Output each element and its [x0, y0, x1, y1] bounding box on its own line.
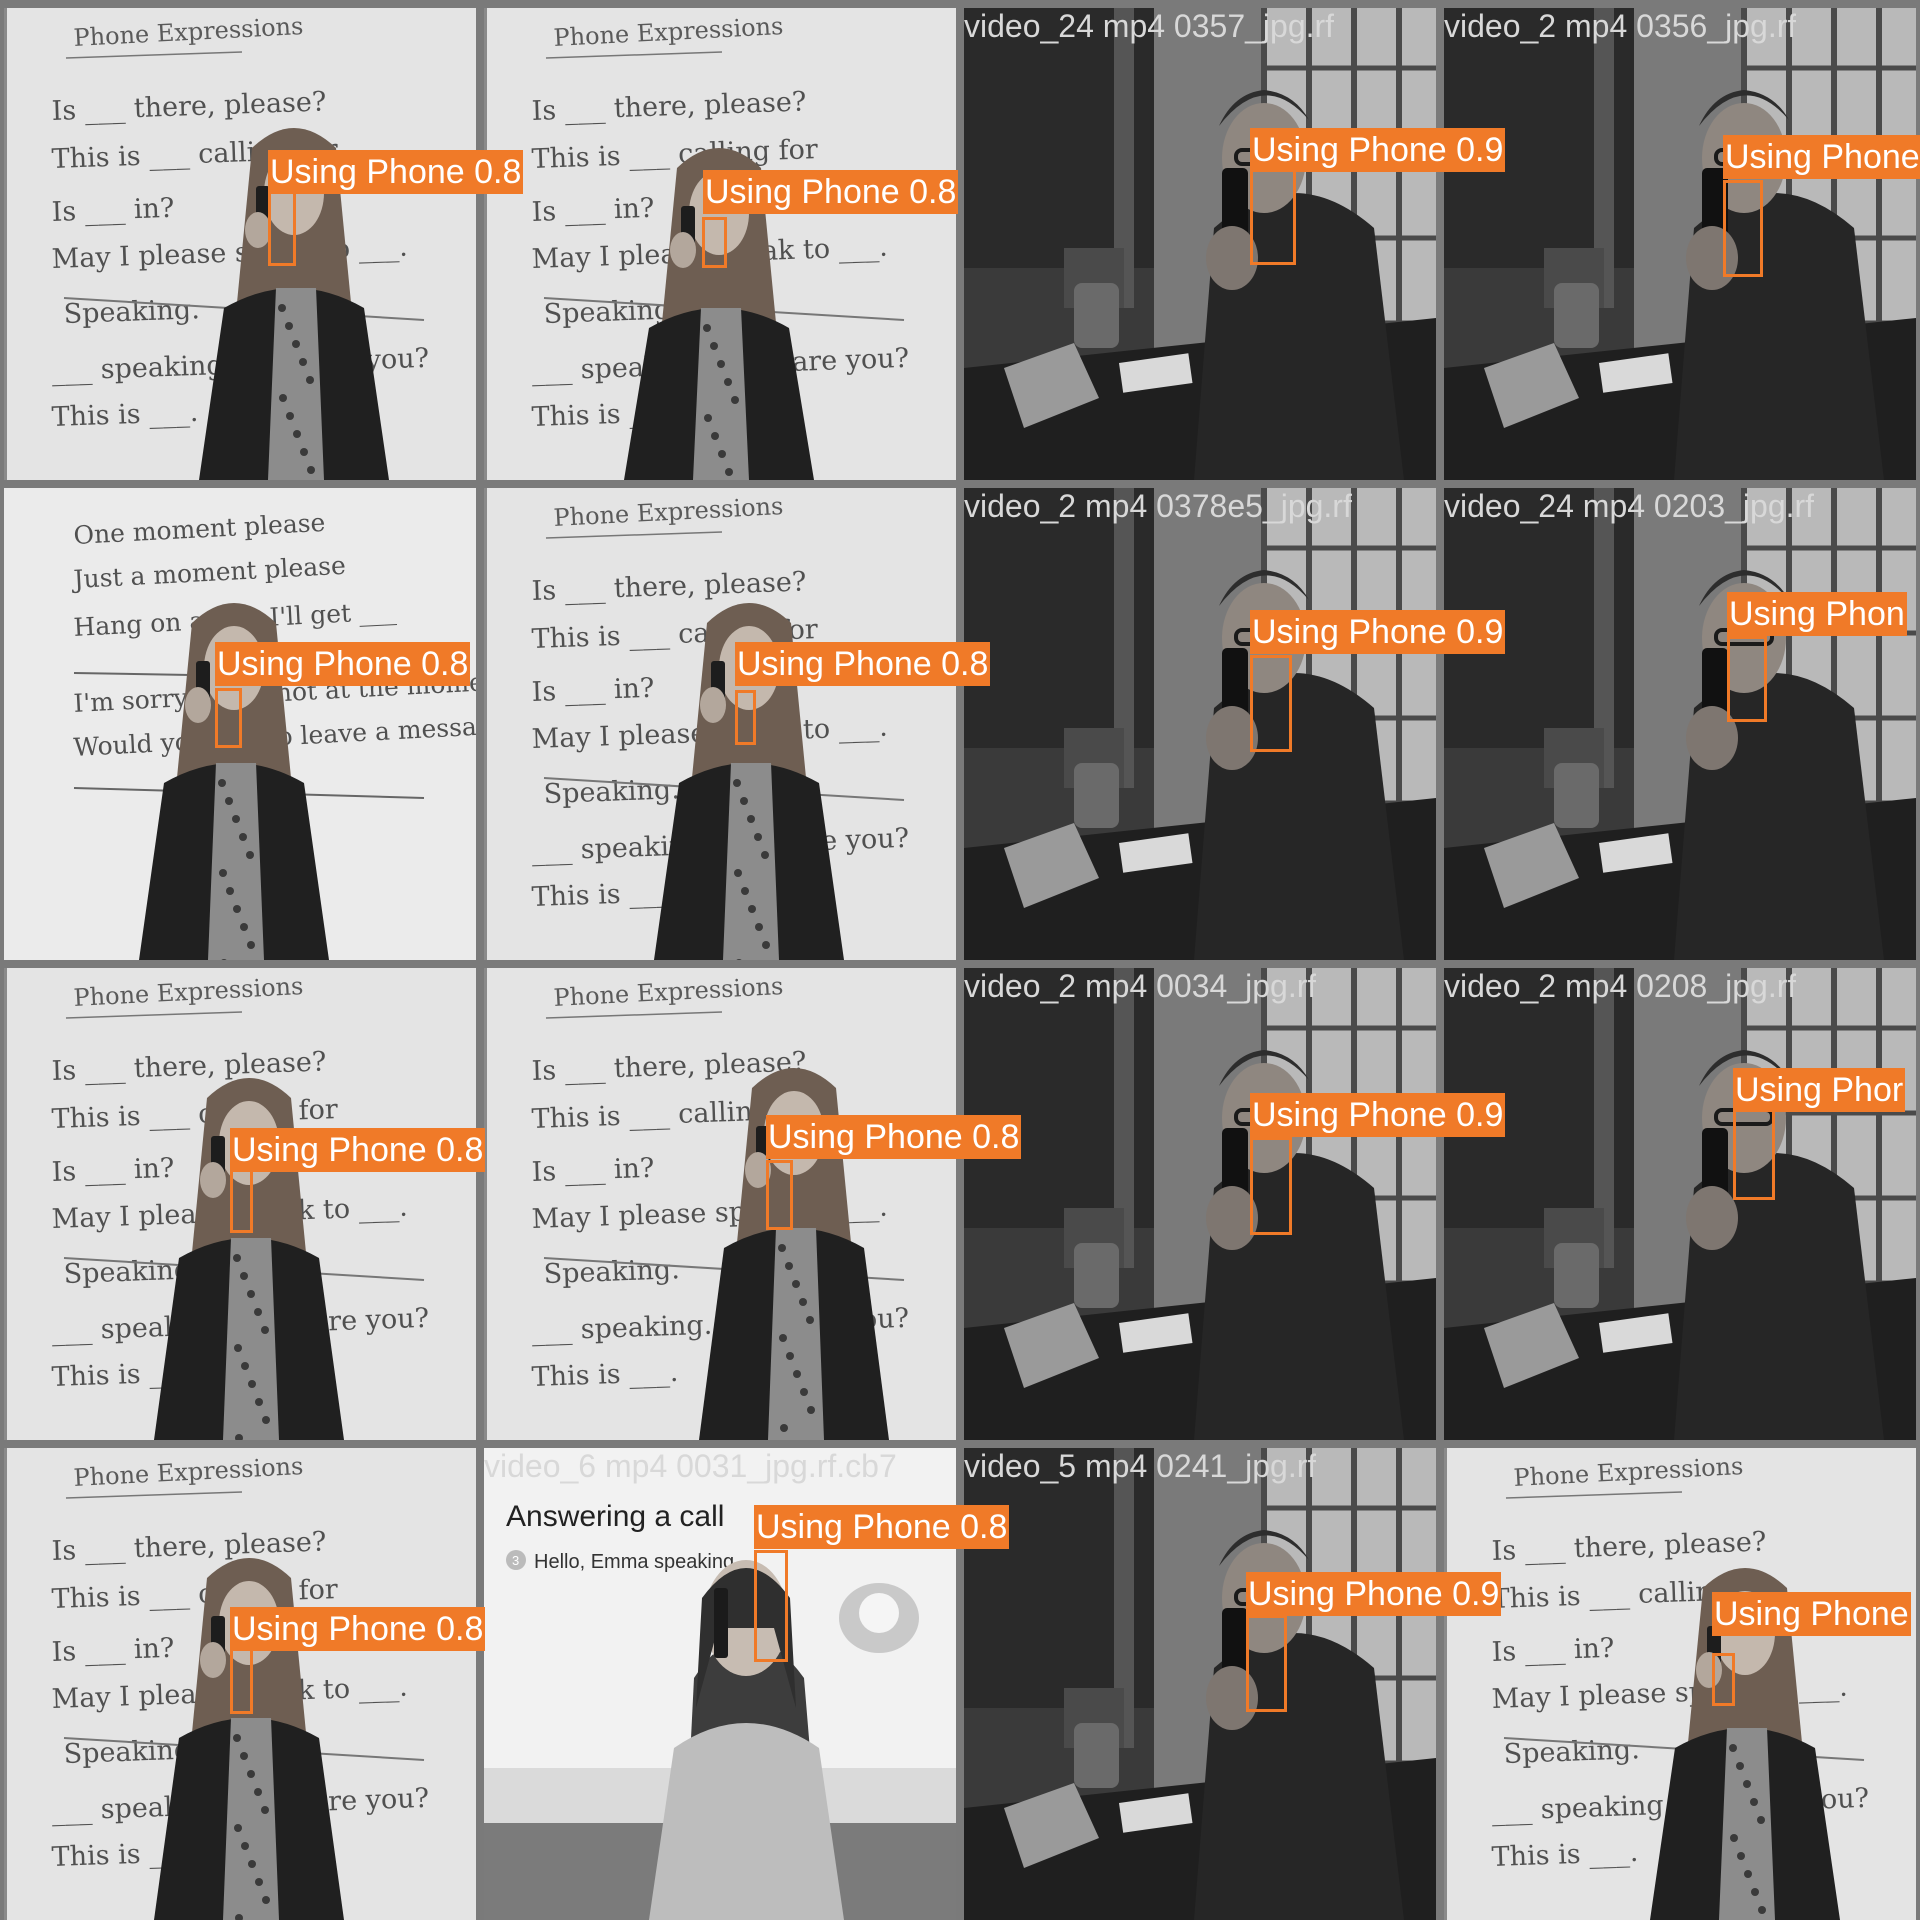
image-tile: Phone Expressions Is ___ there, please? Th…	[4, 968, 476, 1440]
tile-filename: video_2 mp4 0034_jpg.rf	[964, 968, 1317, 1004]
detection-box	[215, 688, 242, 748]
detection-box	[1246, 1615, 1287, 1712]
image-tile: video_2 mp4 0356_jpg.rf	[1444, 8, 1916, 480]
detection-box	[1250, 1137, 1292, 1235]
image-tile: video_5 mp4 0241_jpg.rf	[964, 1448, 1436, 1920]
detection-label: Using Phon	[1727, 592, 1907, 636]
board-line: This is ___.	[1491, 1837, 1639, 1873]
image-tile: video_24 mp4 0203_jpg.rf	[1444, 488, 1916, 960]
board-line: Is ___ in?	[531, 1153, 655, 1188]
image-tile: video_2 mp4 0034_jpg.rf	[964, 968, 1436, 1440]
tile-filename: video_24 mp4 0357_jpg.rf	[964, 8, 1335, 44]
step-number: 3	[512, 1553, 519, 1568]
detection-label: Using Phone 0.8	[268, 150, 524, 194]
photo	[1444, 8, 1916, 480]
detection-label: Using Phone 0.8	[735, 642, 991, 686]
photo	[964, 8, 1436, 480]
detection-label: Using Phone	[1712, 1592, 1911, 1636]
detection-label: Using Phone 0.8	[230, 1607, 486, 1651]
tile-filename: video_2 mp4 0356_jpg.rf	[1444, 8, 1797, 44]
detection-box	[766, 1160, 793, 1230]
board-line: Is ___ in?	[531, 673, 655, 708]
detection-box	[230, 1648, 253, 1714]
detection-label: Using Phone 0.9	[1250, 128, 1506, 172]
image-tile: video_2 mp4 0378e5_jpg.rf	[964, 488, 1436, 960]
detection-box	[1250, 655, 1292, 752]
board-line: Is ___ in?	[51, 1633, 175, 1668]
detection-label: Using Phone 0.8	[766, 1115, 1022, 1159]
tile-filename: video_5 mp4 0241_jpg.rf	[964, 1448, 1317, 1484]
detection-label: Using Phone 0.8	[754, 1505, 1010, 1549]
image-tile: Phone Expressions Is ___ there, please? Th…	[484, 968, 956, 1440]
detection-label: Using Phone 0.8	[703, 170, 959, 214]
detection-label: Using Phone 0.9	[1250, 610, 1506, 654]
detection-box	[1723, 180, 1763, 277]
detection-box	[230, 1168, 253, 1233]
image-tile: Phone Expressions Is ___ there, please? Th…	[484, 488, 956, 960]
board-line: Is ___ in?	[51, 1153, 175, 1188]
board-line: Is ___ in?	[51, 193, 175, 228]
tile-filename: video_6 mp4 0031_jpg.rf.cb7	[484, 1448, 897, 1484]
image-tile: Phone Expressions Is ___ there, please? Th…	[1444, 1448, 1916, 1920]
tile-filename: video_2 mp4 0208_jpg.rf	[1444, 968, 1797, 1004]
tile-filename: video_24 mp4 0203_jpg.rf	[1444, 488, 1815, 524]
board-line: Is ___ in?	[1491, 1633, 1615, 1668]
board-line: Is ___ in?	[531, 193, 655, 228]
detection-label: Using Phone 0.9	[1250, 1093, 1506, 1137]
image-tile: video_24 mp4 0357_jpg.rf	[964, 8, 1436, 480]
tile-filename: video_2 mp4 0378e5_jpg.rf	[964, 488, 1352, 524]
image-tile: Phone Expressions Is ___ there, please? Th…	[4, 8, 476, 480]
photo	[1444, 488, 1916, 960]
image-tile: Phone Expressions Is ___ there, please? Th…	[4, 1448, 476, 1920]
detection-label: Using Phone	[1723, 135, 1920, 179]
board-line: This is ___.	[51, 397, 199, 433]
detection-box	[754, 1550, 788, 1662]
detection-box	[1712, 1653, 1735, 1706]
image-tile: video_2 mp4 0208_jpg.rf	[1444, 968, 1916, 1440]
board-line: This is ___.	[531, 877, 679, 913]
photo	[964, 968, 1436, 1440]
detection-box	[1250, 168, 1296, 265]
detection-label: Using Phone 0.8	[230, 1128, 486, 1172]
answer-title: Answering a call	[506, 1500, 724, 1533]
photo	[964, 1448, 1436, 1920]
detection-box	[1727, 636, 1767, 722]
photo	[1444, 968, 1916, 1440]
photo	[964, 488, 1436, 960]
detection-box	[702, 217, 727, 268]
detection-label: Using Phone 0.9	[1246, 1572, 1502, 1616]
detection-box	[735, 690, 756, 745]
image-tile: Phone Expressions Is ___ there, please? Th…	[484, 8, 956, 480]
detection-label: Using Phone 0.8	[215, 642, 471, 686]
answer-line: Hello, Emma speaking.	[534, 1551, 740, 1573]
board-line: This is ___.	[531, 1357, 679, 1393]
detection-label: Using Phor	[1733, 1068, 1906, 1112]
detection-box	[1733, 1108, 1775, 1200]
